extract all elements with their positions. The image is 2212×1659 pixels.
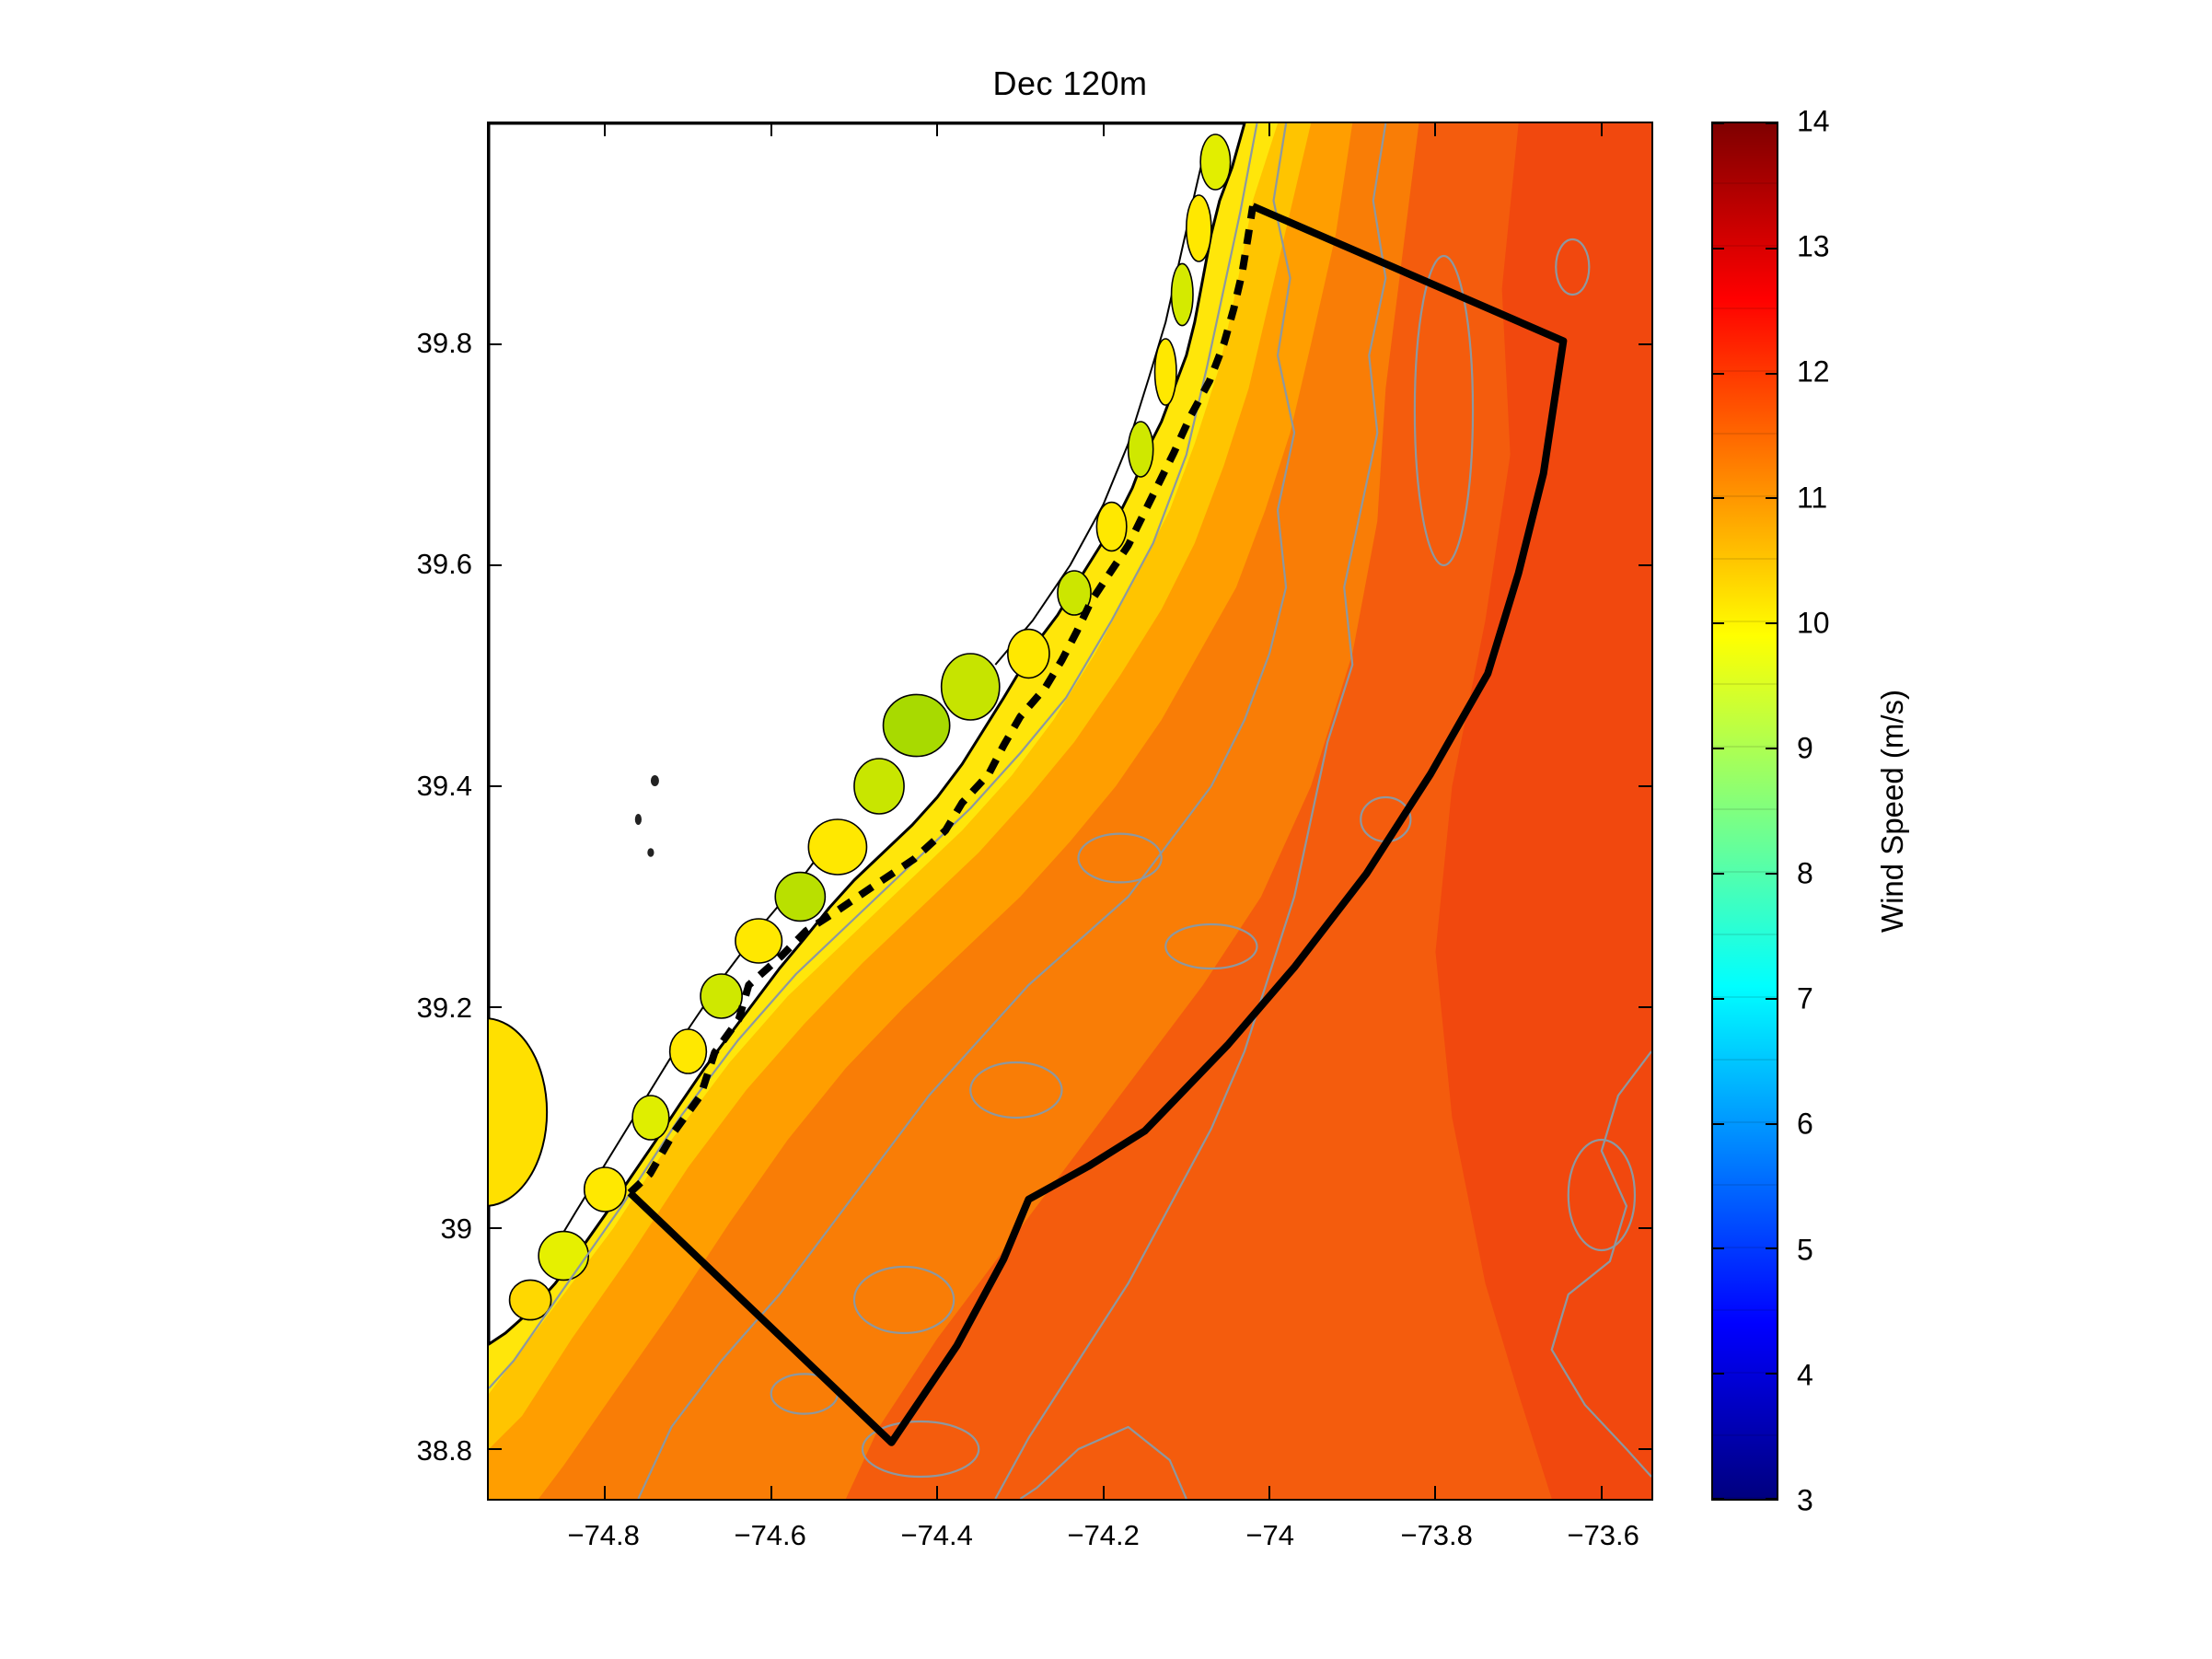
colorbar-tick-mark	[1713, 622, 1724, 625]
coastal-marsh-patch	[854, 759, 904, 814]
coastal-marsh-patch	[942, 654, 1000, 720]
colorbar-tick-label: 6	[1797, 1107, 1813, 1141]
x-axis-tick-label: −74.2	[1067, 1519, 1140, 1551]
y-axis-tick-label: 39.6	[416, 548, 472, 581]
coastal-marsh-patch	[539, 1232, 588, 1281]
colorbar-tick-mark	[1766, 1373, 1777, 1375]
y-axis-tick-label: 39.8	[416, 326, 472, 359]
colorbar-tick-mark	[1766, 122, 1777, 124]
bathymetry-contour-mid	[638, 123, 1294, 1499]
lease-area-boundary-solid	[630, 206, 1563, 1443]
x-axis-tick-label: −73.6	[1567, 1519, 1639, 1551]
bathymetry-contour-south	[1020, 1427, 1186, 1499]
colorbar-tick-label: 5	[1797, 1233, 1813, 1267]
plot-title: Dec 120m	[992, 64, 1148, 102]
x-axis-tick-label: −74.6	[734, 1519, 806, 1551]
bathymetry-loop	[1415, 256, 1473, 565]
colorbar-tick-mark	[1713, 247, 1724, 249]
bathymetry-loop	[970, 1062, 1061, 1118]
bathymetry-contour-nearshore	[489, 123, 1257, 1388]
coastal-marsh-patch	[632, 1096, 669, 1140]
colorbar-tick-label: 7	[1797, 981, 1813, 1015]
colorbar-tick-mark	[1713, 1247, 1724, 1250]
coastal-marsh-patch	[670, 1029, 707, 1073]
colorbar	[1711, 122, 1778, 1501]
colorbar-tick-mark	[1766, 247, 1777, 249]
bathymetry-contour-offshore	[995, 123, 1385, 1499]
colorbar-tick-mark	[1713, 497, 1724, 500]
coastal-marsh-patch	[585, 1167, 626, 1212]
colorbar-tick-mark	[1766, 1498, 1777, 1500]
coastal-marsh-patch	[775, 873, 825, 922]
coastal-marsh-patch	[884, 694, 950, 756]
x-axis-tick-label: −74.4	[900, 1519, 973, 1551]
bathymetry-loop	[1165, 924, 1257, 969]
ocean-outer-red-band	[1435, 123, 1651, 1499]
coastal-marsh-patch	[1172, 263, 1193, 325]
colorbar-tick-mark	[1713, 748, 1724, 750]
colorbar-tick-label: 13	[1797, 229, 1830, 263]
lease-area-boundary-dashed	[630, 206, 1253, 1193]
colorbar-tick-label: 8	[1797, 856, 1813, 890]
coastal-marsh-patch	[735, 919, 782, 963]
x-axis-tick-label: −73.8	[1400, 1519, 1473, 1551]
coastal-marsh-patch	[1155, 339, 1176, 405]
colorbar-tick-label: 10	[1797, 606, 1830, 640]
coastal-marsh-patch	[510, 1280, 551, 1319]
bathymetry-loop	[1569, 1140, 1635, 1250]
colorbar-tick-label: 14	[1797, 104, 1830, 138]
bathymetry-contour-southeast	[1552, 1051, 1651, 1477]
colorbar-tick-mark	[1713, 872, 1724, 875]
bathymetry-loop	[863, 1421, 979, 1477]
colorbar-tick-label: 3	[1797, 1483, 1813, 1517]
x-axis-tick-label: −74.8	[567, 1519, 640, 1551]
small-island-dot	[634, 814, 642, 825]
map-plot-area	[487, 122, 1653, 1501]
bathymetry-loop	[1079, 834, 1162, 883]
x-axis-tick-label: −74	[1245, 1519, 1294, 1551]
colorbar-tick-mark	[1713, 1498, 1724, 1500]
colorbar-tick-label: 11	[1797, 481, 1828, 515]
coastal-marsh-patch	[1200, 134, 1230, 190]
colorbar-axis-label: Wind Speed (m/s)	[1875, 689, 1909, 934]
small-island-dot	[650, 775, 659, 786]
wind-speed-map	[489, 123, 1651, 1499]
colorbar-tick-mark	[1766, 1247, 1777, 1250]
colorbar-tick-mark	[1766, 872, 1777, 875]
colorbar-tick-mark	[1713, 372, 1724, 375]
colorbar-tick-mark	[1766, 1122, 1777, 1125]
bathymetry-loop	[854, 1267, 954, 1333]
colorbar-tick-mark	[1766, 622, 1777, 625]
coastal-marsh-patch	[701, 974, 742, 1018]
colorbar-tick-mark	[1713, 122, 1724, 124]
y-axis-tick-label: 39.4	[416, 769, 472, 802]
colorbar-tick-label: 12	[1797, 354, 1830, 389]
bathymetry-loop	[1556, 239, 1589, 295]
y-axis-tick-label: 38.8	[416, 1433, 472, 1467]
colorbar-gradient	[1713, 123, 1777, 1499]
small-island-dot	[647, 848, 654, 857]
colorbar-tick-mark	[1713, 1122, 1724, 1125]
colorbar-tick-mark	[1713, 997, 1724, 1000]
coastal-marsh-patch	[1096, 503, 1126, 551]
coastal-marsh-patch	[808, 819, 866, 875]
coastal-marsh-patch	[1058, 571, 1091, 615]
colorbar-tick-mark	[1766, 748, 1777, 750]
coastal-marsh-patch	[1129, 422, 1153, 477]
coastal-marsh-patch	[1008, 630, 1049, 679]
colorbar-tick-mark	[1766, 497, 1777, 500]
y-axis-tick-label: 39.2	[416, 991, 472, 1024]
back-bay-line-north	[995, 140, 1207, 665]
colorbar-tick-mark	[1766, 372, 1777, 375]
delaware-bay-patch	[489, 1018, 547, 1206]
coastal-marsh-patch	[1187, 195, 1211, 261]
colorbar-tick-label: 4	[1797, 1358, 1813, 1392]
colorbar-tick-label: 9	[1797, 731, 1813, 765]
colorbar-tick-mark	[1713, 1373, 1724, 1375]
y-axis-tick-label: 39	[440, 1212, 472, 1246]
colorbar-tick-mark	[1766, 997, 1777, 1000]
